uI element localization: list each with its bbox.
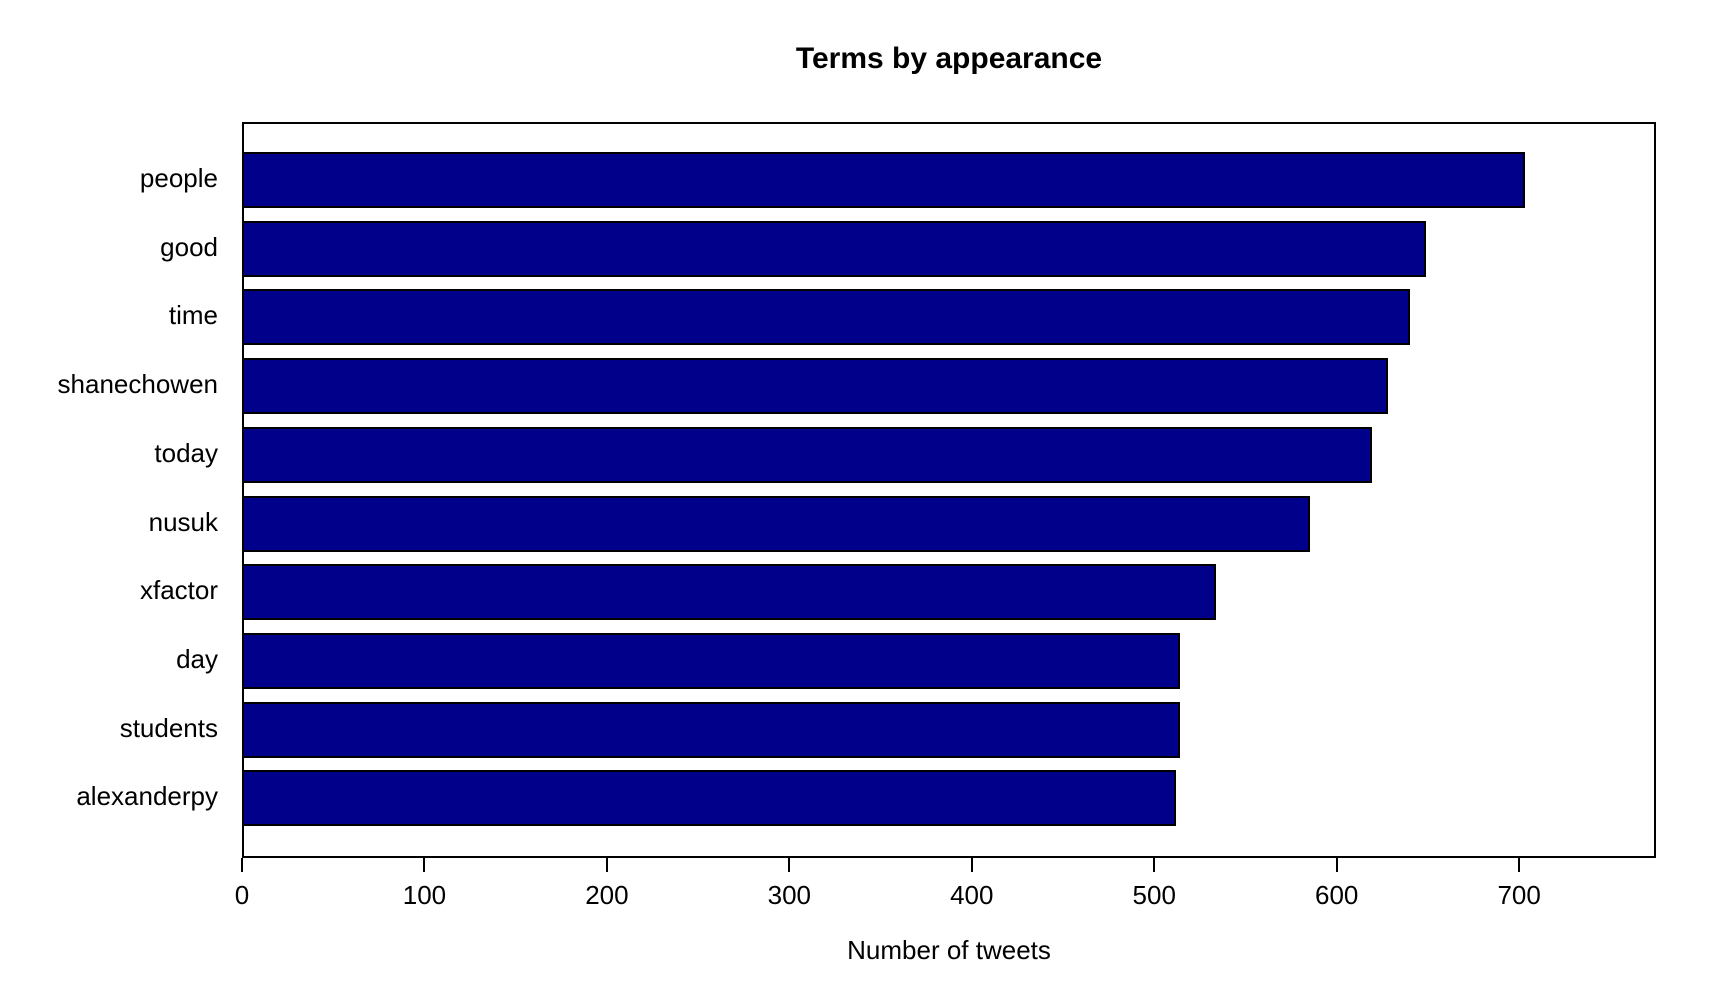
x-tick-mark-200 [605,858,608,872]
y-label-today: today [154,437,218,468]
y-label-students: students [119,712,218,743]
bar-good [242,220,1427,277]
x-tick-mark-600 [1335,858,1338,872]
bar-xfactor [242,564,1217,621]
x-tick-mark-100 [423,858,426,872]
y-label-people: people [139,163,218,193]
bar-shanechowen [242,358,1388,415]
bar-people [242,152,1525,208]
x-tick-label-600: 600 [1315,880,1359,910]
x-tick-mark-700 [1518,858,1521,872]
y-label-time: time [168,300,218,331]
chart-title: Terms by appearance [795,42,1103,75]
x-tick-label-300: 300 [767,880,812,910]
bar-nusuk [242,495,1310,552]
plot-area [242,122,1656,858]
x-axis-title: Number of tweets [847,935,1051,965]
x-tick-label-700: 700 [1497,880,1541,910]
y-label-xfactor: xfactor [139,575,218,606]
bar-alexanderpy [242,770,1177,827]
x-tick-mark-400 [970,858,973,872]
bar-day [242,632,1180,689]
y-label-shanechowen: shanechowen [57,369,218,400]
x-tick-mark-0 [241,858,243,872]
x-tick-mark-300 [788,858,791,872]
x-tick-label-100: 100 [402,880,447,910]
x-tick-mark-500 [1153,858,1156,872]
bar-time [242,289,1410,346]
y-label-nusuk: nusuk [148,506,218,537]
y-label-day: day [176,643,218,674]
bar-today [242,426,1372,483]
x-tick-label-0: 0 [234,880,250,910]
x-tick-label-400: 400 [950,880,994,910]
y-label-alexanderpy: alexanderpy [76,781,218,812]
y-label-good: good [160,231,218,262]
x-tick-label-500: 500 [1132,880,1176,910]
bar-students [242,701,1180,758]
x-tick-label-200: 200 [585,880,629,910]
